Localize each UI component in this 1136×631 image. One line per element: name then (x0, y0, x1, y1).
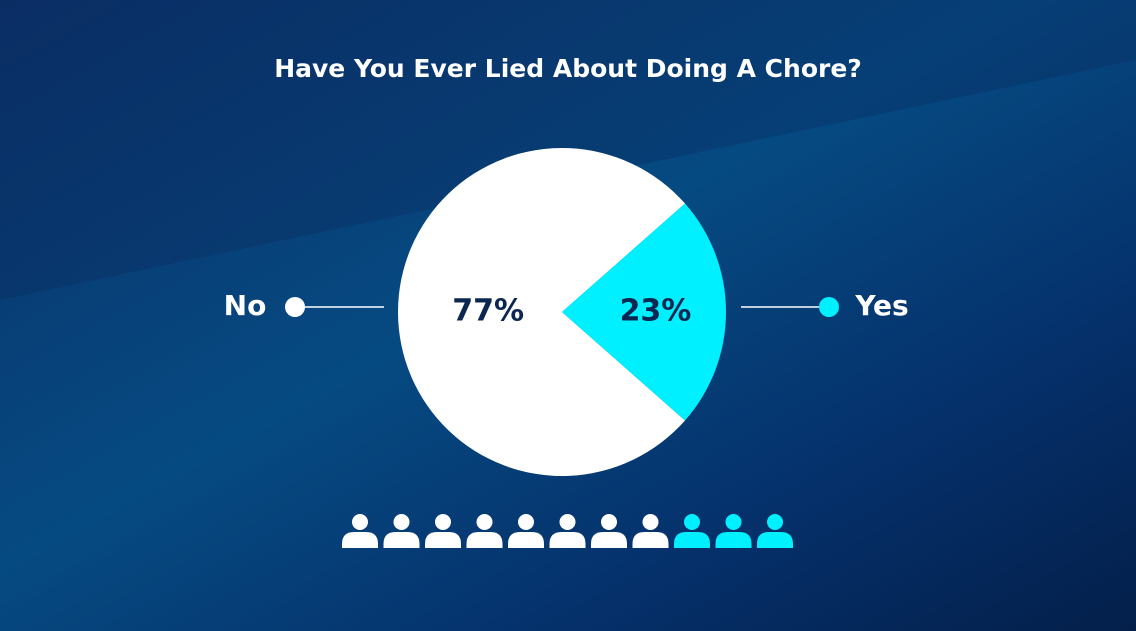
pie-slice (397, 147, 686, 476)
person-body (632, 532, 669, 548)
person-head (393, 514, 410, 530)
person-head (684, 514, 700, 530)
person-body (425, 532, 461, 548)
person-body (757, 532, 793, 548)
legend-dot (819, 297, 839, 317)
value-label: 77% (452, 294, 524, 329)
person-body (466, 532, 503, 548)
person-head (601, 514, 617, 530)
legend-dot (285, 297, 305, 317)
legend-label: No (224, 289, 267, 322)
person-head (767, 514, 783, 530)
person-head (435, 514, 451, 530)
person-head (518, 514, 534, 530)
person-body (383, 532, 420, 548)
chart-title: Have You Ever Lied About Doing A Chore? (274, 54, 862, 83)
people-icons (342, 514, 793, 548)
person-body (591, 532, 627, 548)
person-head (559, 514, 576, 530)
person-body (549, 532, 586, 548)
person-head (642, 514, 659, 530)
pie: 77% 23% (397, 147, 726, 476)
person-body (508, 532, 544, 548)
person-body (715, 532, 752, 548)
person-body (674, 532, 710, 548)
person-head (725, 514, 742, 530)
person-head (352, 514, 368, 530)
person-body (342, 532, 378, 548)
value-label: 23% (620, 294, 692, 329)
person-head (476, 514, 493, 530)
pie-slice (562, 203, 726, 421)
legend-label: Yes (854, 289, 908, 322)
